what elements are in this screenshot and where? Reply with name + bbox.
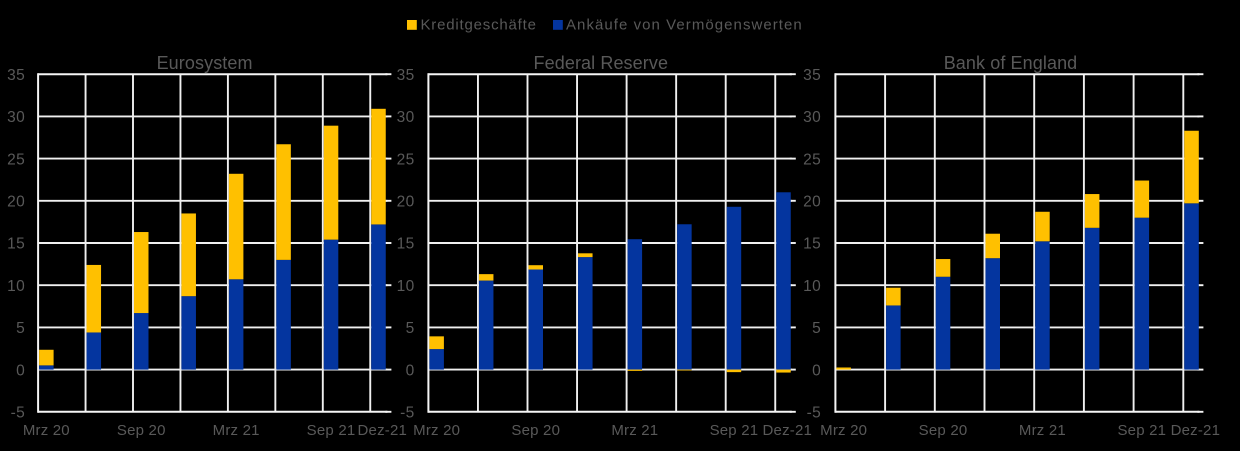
svg-text:Dez-21: Dez-21 xyxy=(358,422,408,439)
svg-text:25: 25 xyxy=(397,151,415,168)
svg-text:Federal Reserve: Federal Reserve xyxy=(534,53,669,73)
svg-text:Sep 20: Sep 20 xyxy=(117,422,166,439)
svg-text:5: 5 xyxy=(16,320,25,337)
svg-text:0: 0 xyxy=(812,362,821,379)
svg-text:20: 20 xyxy=(397,194,415,211)
svg-text:35: 35 xyxy=(7,67,25,84)
svg-text:Bank of England: Bank of England xyxy=(944,53,1078,73)
svg-text:35: 35 xyxy=(803,67,821,84)
svg-text:-5: -5 xyxy=(400,405,414,422)
svg-text:Ankäufe von Vermögenswerten: Ankäufe von Vermögenswerten xyxy=(566,17,803,34)
svg-text:5: 5 xyxy=(406,320,415,337)
svg-text:-5: -5 xyxy=(11,405,25,422)
svg-text:Mrz 21: Mrz 21 xyxy=(1019,422,1066,439)
svg-text:0: 0 xyxy=(16,362,25,379)
svg-text:15: 15 xyxy=(803,236,821,253)
svg-text:30: 30 xyxy=(397,109,415,126)
svg-text:Sep 20: Sep 20 xyxy=(919,422,968,439)
svg-text:20: 20 xyxy=(803,194,821,211)
svg-text:15: 15 xyxy=(397,236,415,253)
svg-text:Mrz 20: Mrz 20 xyxy=(820,422,867,439)
svg-text:Mrz 20: Mrz 20 xyxy=(23,422,70,439)
svg-text:25: 25 xyxy=(7,151,25,168)
svg-text:Sep 21: Sep 21 xyxy=(710,422,759,439)
svg-text:30: 30 xyxy=(7,109,25,126)
svg-text:35: 35 xyxy=(397,67,415,84)
svg-text:Mrz 21: Mrz 21 xyxy=(213,422,260,439)
svg-text:Mrz 20: Mrz 20 xyxy=(413,422,460,439)
svg-text:Sep 21: Sep 21 xyxy=(307,422,356,439)
svg-text:5: 5 xyxy=(812,320,821,337)
svg-text:25: 25 xyxy=(803,151,821,168)
svg-text:Mrz 21: Mrz 21 xyxy=(611,422,658,439)
svg-text:10: 10 xyxy=(803,278,821,295)
svg-text:10: 10 xyxy=(397,278,415,295)
svg-text:Sep 20: Sep 20 xyxy=(511,422,560,439)
svg-text:Dez-21: Dez-21 xyxy=(1171,422,1221,439)
svg-text:20: 20 xyxy=(7,194,25,211)
svg-text:15: 15 xyxy=(7,236,25,253)
svg-text:Kreditgeschäfte: Kreditgeschäfte xyxy=(421,17,537,34)
svg-text:Dez-21: Dez-21 xyxy=(763,422,813,439)
svg-text:30: 30 xyxy=(803,109,821,126)
svg-text:0: 0 xyxy=(406,362,415,379)
svg-text:10: 10 xyxy=(7,278,25,295)
svg-text:Eurosystem: Eurosystem xyxy=(157,53,253,73)
svg-text:-5: -5 xyxy=(807,405,821,422)
svg-text:Sep 21: Sep 21 xyxy=(1117,422,1166,439)
